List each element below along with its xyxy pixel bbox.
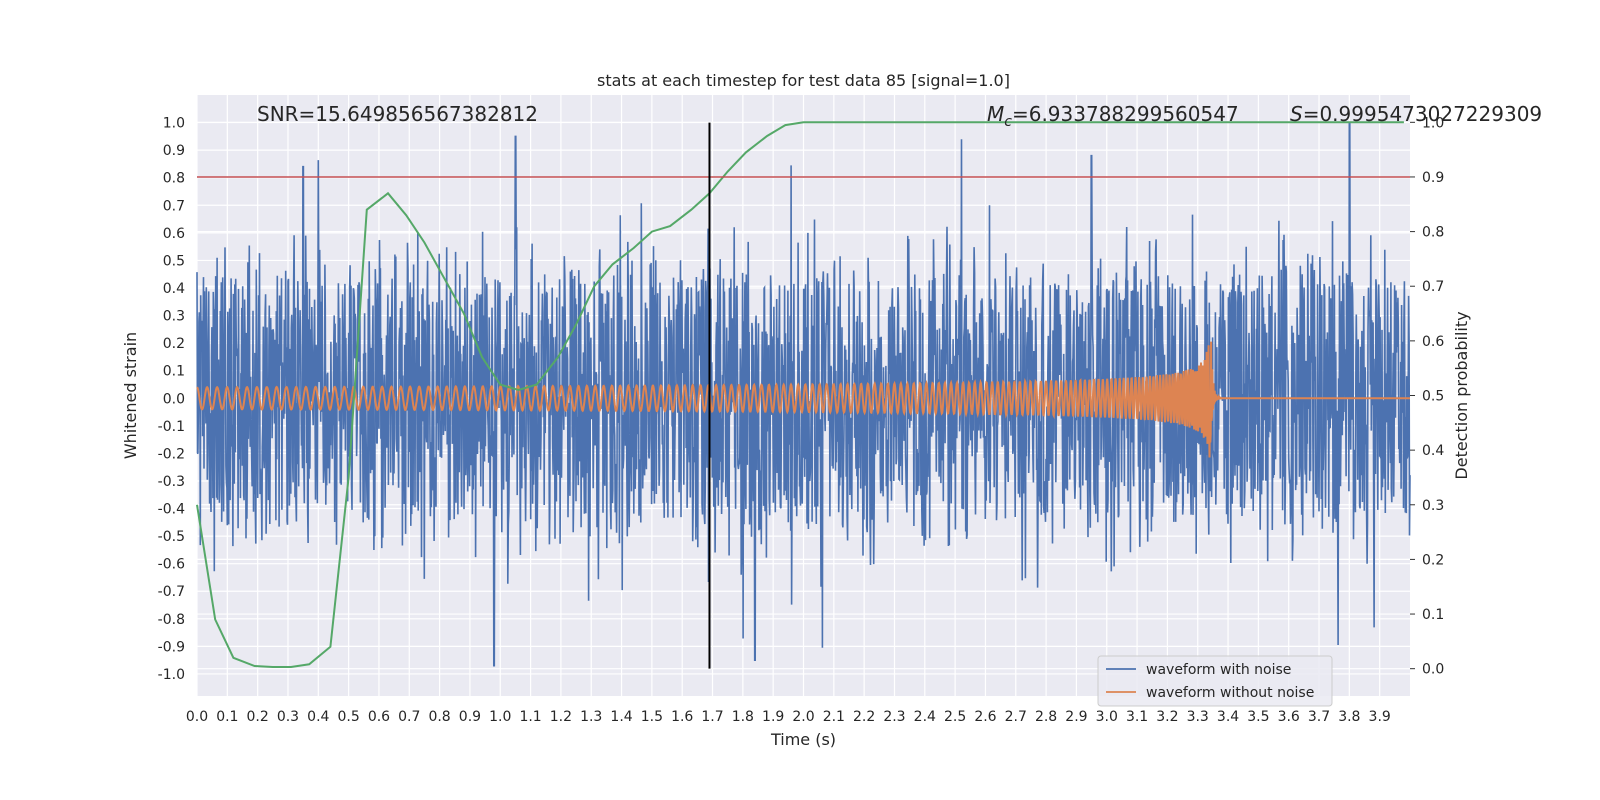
y-tick-label: -0.2 xyxy=(158,446,185,462)
y-tick-label: -0.8 xyxy=(158,612,185,628)
x-tick-label: 0.3 xyxy=(277,709,299,725)
y2-tick-label: 0.4 xyxy=(1422,443,1444,459)
x-tick-label: 3.4 xyxy=(1217,709,1239,725)
y2-tick-label: 0.1 xyxy=(1422,607,1444,623)
x-tick-label: 2.0 xyxy=(792,709,814,725)
chirp-mass-subscript: c xyxy=(1004,114,1012,130)
snr-annotation: SNR=15.649856567382812 xyxy=(257,102,538,126)
y-tick-label: -0.1 xyxy=(158,419,185,435)
y-tick-label: 0.6 xyxy=(163,226,185,242)
noise-waveform-line xyxy=(196,121,1411,667)
y-tick-label: -0.6 xyxy=(158,557,185,573)
x-tick-label: 0.8 xyxy=(428,709,450,725)
x-tick-label: 1.8 xyxy=(732,709,754,725)
x-tick-label: 0.6 xyxy=(368,709,390,725)
detection-probability-line xyxy=(196,121,1404,668)
x-tick-label: 3.9 xyxy=(1369,709,1391,725)
x-tick-label: 0.2 xyxy=(247,709,269,725)
clean-waveform-line xyxy=(196,341,1410,458)
x-tick-label: 0.0 xyxy=(186,709,208,725)
y2-tick-label: 0.8 xyxy=(1422,225,1444,241)
legend-box xyxy=(1097,655,1333,707)
x-tick-label: 1.3 xyxy=(580,709,602,725)
x-tick-label: 1.9 xyxy=(762,709,784,725)
y2-tick-label: 0.9 xyxy=(1422,170,1444,186)
x-tick-label: 3.1 xyxy=(1126,709,1148,725)
x-tick-label: 0.5 xyxy=(337,709,359,725)
x-axis-label: Time (s) xyxy=(770,730,836,749)
y-tick-label: 0.1 xyxy=(163,364,185,380)
x-tick-label: 0.7 xyxy=(398,709,420,725)
y-tick-label: 0.8 xyxy=(163,171,185,187)
y-tick-label: -0.3 xyxy=(158,474,185,490)
x-tick-label: 3.3 xyxy=(1187,709,1209,725)
y2-tick-label: 0.2 xyxy=(1422,552,1444,568)
y-tick-label: 0.9 xyxy=(163,143,185,159)
x-tick-label: 0.9 xyxy=(459,709,481,725)
x-tick-label: 2.5 xyxy=(944,709,966,725)
y-tick-label: 0.7 xyxy=(163,198,185,214)
x-tick-label: 2.2 xyxy=(853,709,875,725)
x-tick-label: 1.2 xyxy=(550,709,572,725)
x-tick-label: 3.0 xyxy=(1096,709,1118,725)
y-axis-label: Whitened strain xyxy=(121,332,140,459)
chirp-mass-annotation: Mc=6.933788299560547 xyxy=(987,102,1239,130)
y2-axis-label: Detection probability xyxy=(1452,311,1471,479)
x-tick-label: 3.7 xyxy=(1308,709,1330,725)
x-tick-label: 2.7 xyxy=(1005,709,1027,725)
y2-tick-label: 0.7 xyxy=(1422,279,1444,295)
y-tick-label: 1.0 xyxy=(163,116,185,132)
x-tick-label: 1.4 xyxy=(610,709,632,725)
y-tick-label: -0.5 xyxy=(158,529,185,545)
x-tick-label: 3.8 xyxy=(1338,709,1360,725)
legend-label-clean: waveform without noise xyxy=(1146,685,1314,701)
x-tick-label: 3.2 xyxy=(1156,709,1178,725)
spin-value: =0.9995473027229309 xyxy=(1303,102,1542,126)
y2-tick-label: 0.0 xyxy=(1422,662,1444,678)
x-tick-label: 1.0 xyxy=(489,709,511,725)
x-tick-label: 2.9 xyxy=(1065,709,1087,725)
y-tick-label: 0.5 xyxy=(163,253,185,269)
x-tick-label: 2.4 xyxy=(914,709,936,725)
spin-annotation: S=0.9995473027229309 xyxy=(1290,102,1542,126)
x-tick-label: 0.1 xyxy=(216,709,238,725)
x-tick-label: 2.3 xyxy=(883,709,905,725)
y2-tick-label: 0.3 xyxy=(1422,498,1444,514)
x-tick-label: 2.6 xyxy=(974,709,996,725)
chirp-mass-value: =6.933788299560547 xyxy=(1012,102,1239,126)
chirp-mass-symbol: M xyxy=(987,102,1004,126)
y-tick-label: -0.9 xyxy=(158,639,185,655)
legend: waveform with noise waveform without noi… xyxy=(1097,655,1333,707)
y-tick-label: -0.7 xyxy=(158,584,185,600)
legend-label-noise: waveform with noise xyxy=(1146,662,1291,678)
y2-tick-label: 0.5 xyxy=(1422,389,1444,405)
tick-labels: 0.0 0.1 0.2 0.3 0.4 0.5 0.6 0.7 0.8 0.9 1.0 1.1 1.2 1… xyxy=(158,115,1445,725)
y2-tick-label: 0.6 xyxy=(1422,334,1444,350)
x-tick-label: 1.1 xyxy=(519,709,541,725)
x-tick-label: 0.4 xyxy=(307,709,329,725)
y-tick-label: 0.2 xyxy=(163,336,185,352)
x-tick-label: 3.6 xyxy=(1278,709,1300,725)
y2-tick-label: 1.0 xyxy=(1422,115,1444,131)
x-tick-label: 1.6 xyxy=(671,709,693,725)
y-tick-label: 0.0 xyxy=(163,391,185,407)
series-layer xyxy=(196,121,1411,669)
chart-title: stats at each timestep for test data 85 … xyxy=(597,71,1010,90)
spin-symbol: S xyxy=(1290,102,1303,126)
x-tick-label: 1.7 xyxy=(701,709,723,725)
x-tick-label: 1.5 xyxy=(641,709,663,725)
x-tick-label: 3.5 xyxy=(1247,709,1269,725)
y-tick-label: -1.0 xyxy=(158,667,185,683)
y-tick-label: 0.4 xyxy=(163,281,185,297)
y-tick-label: 0.3 xyxy=(163,309,185,325)
x-tick-label: 2.8 xyxy=(1035,709,1057,725)
x-tick-label: 2.1 xyxy=(823,709,845,725)
y-tick-label: -0.4 xyxy=(158,502,185,518)
